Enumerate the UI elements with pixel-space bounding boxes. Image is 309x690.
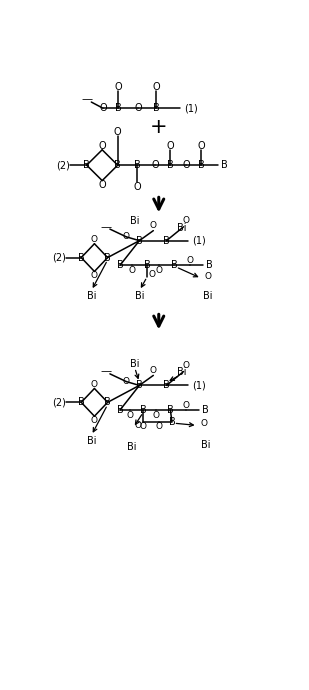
Text: B: B [167,405,174,415]
Text: O: O [91,235,98,244]
Text: O: O [204,273,211,282]
Text: O: O [127,411,133,420]
Text: O: O [114,127,121,137]
Text: O: O [197,141,205,151]
Text: (2): (2) [57,160,70,170]
Text: B: B [167,160,174,170]
Text: O: O [134,421,141,430]
Text: B: B [78,397,85,407]
Text: B: B [104,253,111,263]
Text: Bi: Bi [87,436,96,446]
Text: B: B [221,160,228,170]
Text: O: O [182,361,189,370]
Text: O: O [167,141,174,151]
Text: B: B [198,160,205,170]
Text: B: B [153,104,160,113]
Text: Bi: Bi [177,366,187,377]
Text: —: — [81,94,92,104]
Text: O: O [182,216,189,225]
Text: O: O [182,160,190,170]
Text: O: O [128,266,135,275]
Text: B: B [104,397,111,407]
Text: (1): (1) [192,236,206,246]
Text: B: B [78,253,85,263]
Text: +: + [150,117,167,137]
Text: Bi: Bi [130,359,139,369]
Text: (1): (1) [192,380,206,391]
Text: Bi: Bi [177,224,187,233]
Text: O: O [134,104,142,113]
Text: B: B [136,236,143,246]
Text: O: O [91,415,98,424]
Text: B: B [136,380,143,391]
Text: O: O [123,377,130,386]
Text: O: O [123,233,130,241]
Text: Bi: Bi [127,442,136,452]
Text: O: O [148,270,155,279]
Text: B: B [115,104,122,113]
Text: O: O [150,221,157,230]
Text: B: B [206,260,213,270]
Text: B: B [168,417,175,426]
Text: B: B [116,260,123,270]
Text: O: O [99,104,107,113]
Text: O: O [140,422,147,431]
Text: —: — [100,221,112,232]
Text: O: O [200,419,207,428]
Text: O: O [98,180,106,190]
Text: —: — [100,366,112,377]
Text: B: B [163,380,170,391]
Text: O: O [133,181,141,192]
Text: O: O [150,366,157,375]
Text: Bi: Bi [201,440,211,450]
Text: O: O [186,256,193,265]
Text: B: B [140,405,147,415]
Text: B: B [163,236,170,246]
Text: B: B [114,160,121,170]
Text: B: B [83,160,90,170]
Text: Bi: Bi [135,291,144,301]
Text: (2): (2) [53,397,66,407]
Text: Bi: Bi [203,291,212,301]
Text: O: O [115,82,122,92]
Text: O: O [91,380,98,389]
Text: B: B [202,405,209,415]
Text: O: O [153,82,160,92]
Text: O: O [155,422,162,431]
Text: O: O [182,401,189,410]
Text: B: B [116,405,123,415]
Text: O: O [151,160,159,170]
Text: Bi: Bi [87,291,96,301]
Text: B: B [171,260,178,270]
Text: (1): (1) [184,104,198,113]
Text: Bi: Bi [130,216,139,226]
Text: O: O [155,266,162,275]
Text: B: B [144,260,150,270]
Text: O: O [98,141,106,151]
Text: B: B [134,160,140,170]
Text: O: O [91,270,98,280]
Text: (2): (2) [53,253,66,263]
Text: O: O [153,411,160,420]
